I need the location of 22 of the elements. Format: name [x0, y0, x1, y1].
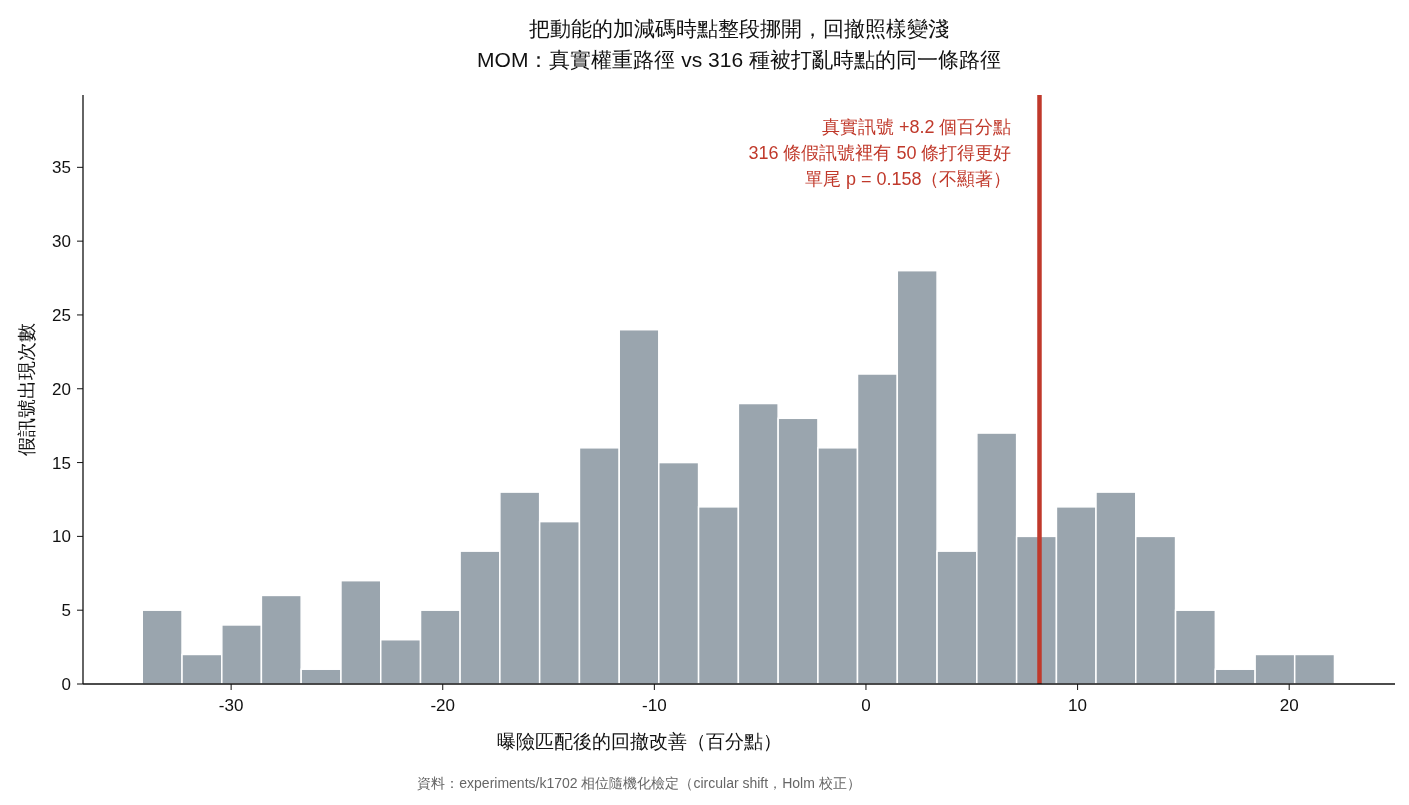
- annotation: 單尾 p = 0.158（不顯著）: [804, 169, 1012, 189]
- y-tick-label: 30: [52, 232, 71, 252]
- chart-subtitle: MOM：真實權重路徑 vs 316 種被打亂時點的同一條路徑: [477, 48, 1001, 71]
- chart-title: 把動能的加減碼時點整段挪開，回撤照樣變淺: [529, 17, 949, 40]
- x-tick-label: -20: [430, 696, 456, 715]
- x-tick-label: 20: [1279, 696, 1299, 715]
- y-tick-label: 35: [52, 158, 71, 178]
- x-tick-label: 10: [1068, 696, 1088, 715]
- text: 資料：experiments/k1702 相位隨機化檢定（circular shift，Holm 校正）: [417, 775, 861, 791]
- y-tick-label: 0: [61, 675, 71, 694]
- x-tick-label: -30: [218, 696, 244, 715]
- y-tick-label: 20: [52, 379, 71, 399]
- y-tick-label: 10: [52, 527, 71, 547]
- x-tick-label: 0: [861, 696, 871, 715]
- y-tick-label: 5: [61, 601, 71, 621]
- annotation: 316 條假訊號裡有 50 條打得更好: [748, 143, 1012, 163]
- y-tick-label: 25: [52, 305, 71, 325]
- y-tick-label: 15: [52, 453, 71, 473]
- x-axis-title: 曝險匹配後的回撤改善（百分點）: [496, 731, 782, 752]
- y-axis-title: 假訊號出現次數: [16, 323, 37, 456]
- x-tick-label: -10: [642, 696, 667, 715]
- annotation: 真實訊號 +8.2 個百分點: [821, 117, 1012, 137]
